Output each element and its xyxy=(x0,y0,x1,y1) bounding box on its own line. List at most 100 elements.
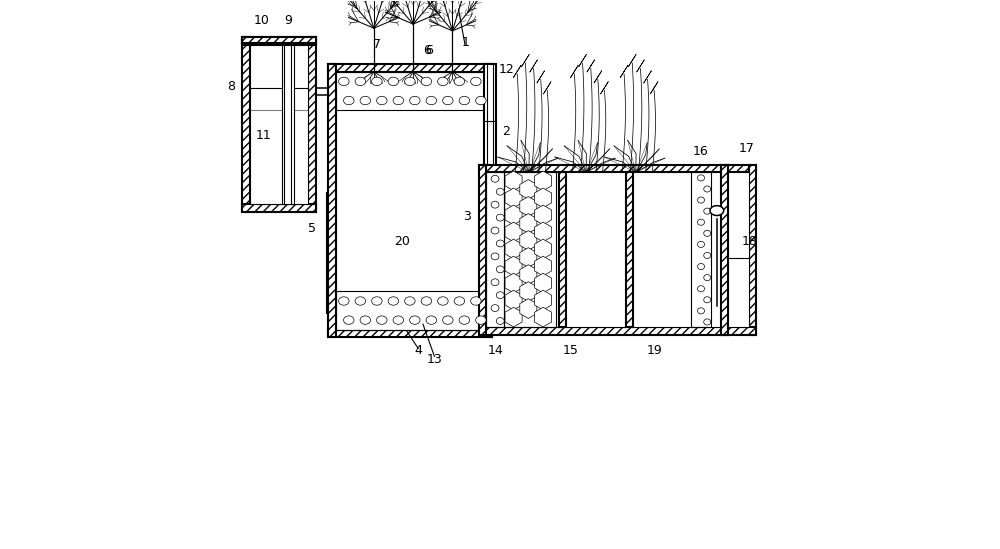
Ellipse shape xyxy=(377,96,387,105)
Polygon shape xyxy=(505,239,522,259)
Bar xyxy=(328,64,336,337)
Bar xyxy=(484,64,496,168)
Bar xyxy=(479,165,728,172)
Ellipse shape xyxy=(704,319,711,325)
Ellipse shape xyxy=(438,77,448,86)
Polygon shape xyxy=(535,188,552,208)
Text: 8: 8 xyxy=(227,80,235,93)
Ellipse shape xyxy=(698,242,705,248)
Ellipse shape xyxy=(491,201,499,208)
Ellipse shape xyxy=(704,208,711,214)
Bar xyxy=(728,165,756,172)
Bar xyxy=(691,172,711,328)
Text: 15: 15 xyxy=(563,344,579,357)
Polygon shape xyxy=(535,256,552,276)
Ellipse shape xyxy=(704,296,711,303)
Bar xyxy=(336,72,484,110)
Ellipse shape xyxy=(704,253,711,259)
Bar xyxy=(242,37,316,44)
Ellipse shape xyxy=(410,316,420,324)
Polygon shape xyxy=(520,282,537,301)
Ellipse shape xyxy=(372,77,382,86)
Ellipse shape xyxy=(710,206,724,216)
Text: 5: 5 xyxy=(308,222,316,234)
Ellipse shape xyxy=(459,96,470,105)
Polygon shape xyxy=(505,256,522,276)
Ellipse shape xyxy=(471,77,481,86)
Ellipse shape xyxy=(496,292,504,299)
Ellipse shape xyxy=(426,316,437,324)
Bar xyxy=(250,44,308,204)
Bar xyxy=(327,193,334,313)
Ellipse shape xyxy=(372,297,382,305)
Polygon shape xyxy=(520,299,537,318)
Ellipse shape xyxy=(421,77,432,86)
Ellipse shape xyxy=(454,77,465,86)
Ellipse shape xyxy=(491,253,499,260)
Text: 11: 11 xyxy=(256,128,272,142)
Ellipse shape xyxy=(421,297,432,305)
Bar xyxy=(328,329,492,337)
Ellipse shape xyxy=(393,316,404,324)
Polygon shape xyxy=(505,205,522,225)
Polygon shape xyxy=(535,171,552,191)
Polygon shape xyxy=(535,239,552,259)
Polygon shape xyxy=(520,231,537,250)
Ellipse shape xyxy=(496,188,504,195)
Ellipse shape xyxy=(698,308,705,314)
Ellipse shape xyxy=(438,297,448,305)
Ellipse shape xyxy=(355,77,366,86)
Ellipse shape xyxy=(704,186,711,192)
Ellipse shape xyxy=(496,317,504,324)
Bar xyxy=(728,172,749,328)
Ellipse shape xyxy=(360,96,371,105)
Bar xyxy=(484,64,492,337)
Bar xyxy=(282,44,294,204)
Ellipse shape xyxy=(443,316,453,324)
Ellipse shape xyxy=(377,316,387,324)
Ellipse shape xyxy=(491,175,499,182)
Bar xyxy=(479,328,728,334)
Bar xyxy=(721,165,728,334)
Polygon shape xyxy=(535,222,552,242)
Ellipse shape xyxy=(476,316,486,324)
Polygon shape xyxy=(535,205,552,225)
Polygon shape xyxy=(535,273,552,293)
Ellipse shape xyxy=(388,77,399,86)
Bar xyxy=(721,165,728,334)
Text: 7: 7 xyxy=(373,38,381,51)
Text: 10: 10 xyxy=(253,14,269,27)
Bar xyxy=(626,172,633,328)
Polygon shape xyxy=(535,307,552,327)
Ellipse shape xyxy=(496,214,504,221)
Bar xyxy=(336,292,484,329)
Text: 19: 19 xyxy=(647,344,662,357)
Ellipse shape xyxy=(491,227,499,234)
Text: 6: 6 xyxy=(426,43,433,57)
Bar xyxy=(336,72,484,329)
Bar xyxy=(559,172,566,328)
Bar xyxy=(242,37,250,212)
Polygon shape xyxy=(520,248,537,267)
Polygon shape xyxy=(505,307,522,327)
Ellipse shape xyxy=(355,297,366,305)
Polygon shape xyxy=(520,180,537,199)
Text: 6: 6 xyxy=(423,43,431,57)
Bar xyxy=(504,172,556,328)
Text: 3: 3 xyxy=(463,210,471,222)
Bar xyxy=(749,165,756,334)
Bar xyxy=(328,64,492,72)
Polygon shape xyxy=(505,171,522,191)
Text: 20: 20 xyxy=(394,235,410,248)
Polygon shape xyxy=(520,265,537,284)
Ellipse shape xyxy=(704,230,711,237)
Ellipse shape xyxy=(393,96,404,105)
Polygon shape xyxy=(505,222,522,242)
Text: 12: 12 xyxy=(499,63,514,76)
Bar xyxy=(479,165,486,334)
Ellipse shape xyxy=(476,96,486,105)
Text: 16: 16 xyxy=(693,145,709,158)
Ellipse shape xyxy=(496,240,504,247)
Ellipse shape xyxy=(698,264,705,270)
Bar xyxy=(728,328,756,334)
